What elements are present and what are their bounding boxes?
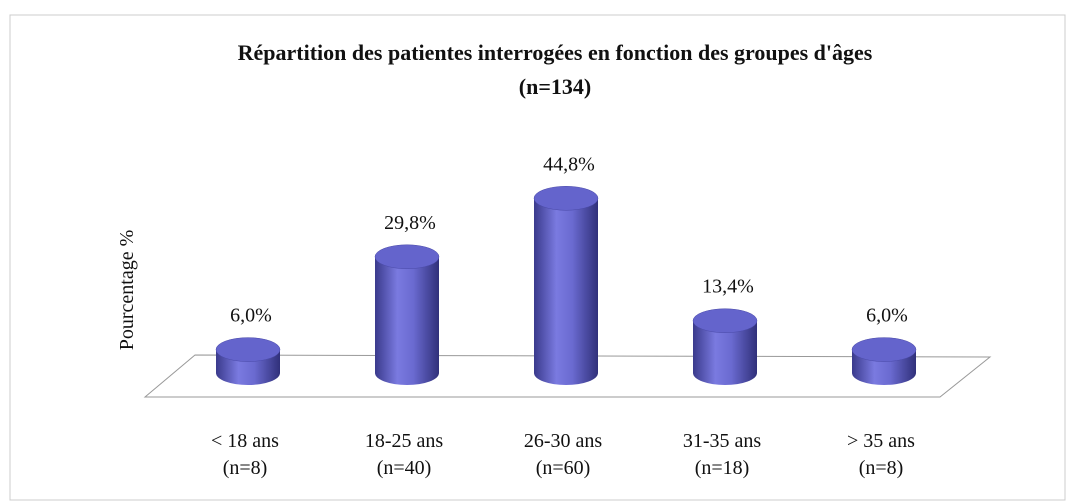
bar-part (374, 244, 440, 270)
x-tick-label: (n=60) (536, 457, 591, 479)
bar-part (375, 256, 439, 385)
bar-part (693, 320, 757, 385)
chart-title: (n=134) (519, 74, 591, 99)
x-tick-label: (n=40) (377, 457, 432, 479)
bar (851, 337, 917, 385)
x-tick-label: (n=8) (223, 457, 268, 479)
floor (143, 354, 992, 398)
data-label: 13,4% (702, 276, 754, 298)
data-label: 6,0% (230, 305, 272, 327)
x-tick-label: (n=18) (695, 457, 750, 479)
frame (9, 14, 1066, 501)
x-tick-label: (n=8) (859, 457, 904, 479)
bar-part (692, 308, 758, 333)
x-tick-label: < 18 ans (211, 430, 279, 452)
bar (374, 244, 440, 385)
x-tick-label: > 35 ans (847, 430, 915, 452)
y-axis-label: Pourcentage % (116, 230, 138, 351)
x-tick-label: 31-35 ans (683, 430, 762, 452)
bar (215, 337, 281, 385)
bar (692, 308, 758, 385)
bar-part (533, 186, 599, 211)
data-label: 44,8% (543, 153, 595, 175)
x-tick-label: 18-25 ans (365, 430, 444, 452)
chart-title: Répartition des patientes interrogées en… (238, 40, 873, 65)
x-tick-label: 26-30 ans (524, 430, 603, 452)
bar (533, 186, 599, 385)
bar-part (215, 337, 281, 362)
data-label: 29,8% (384, 212, 436, 234)
bar-part (851, 337, 917, 362)
bar-part (534, 198, 598, 385)
data-label: 6,0% (866, 305, 908, 327)
